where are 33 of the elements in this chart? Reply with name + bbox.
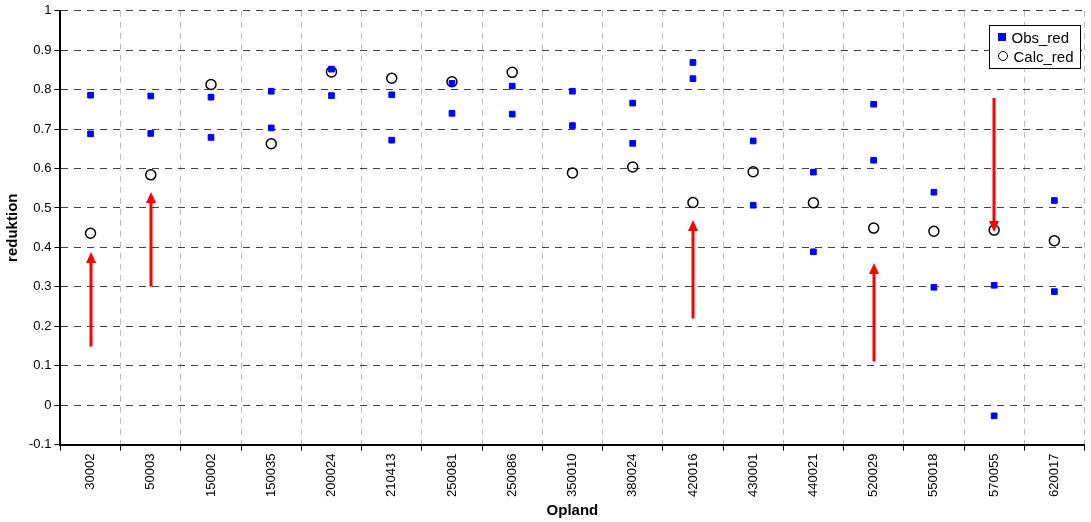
x-tick-label: 520029 <box>865 453 881 498</box>
x-tick-label: 150035 <box>262 453 278 498</box>
x-tick-label: 250081 <box>443 453 459 498</box>
x-tick-label: 570055 <box>985 453 1001 498</box>
y-tick-label: 0.4 <box>33 239 52 255</box>
x-tick-label: 550018 <box>925 453 941 498</box>
y-tick-label: 0.8 <box>33 81 52 97</box>
legend-label: Calc_red <box>1013 46 1074 66</box>
x-tick-label: 30002 <box>82 453 98 490</box>
x-tick-label: 150002 <box>202 453 218 498</box>
y-tick-label: 1 <box>44 2 52 18</box>
y-axis-title: reduktion <box>3 193 21 262</box>
y-tick-label: 0.2 <box>33 317 52 333</box>
x-tick-label: 620017 <box>1045 453 1061 498</box>
x-tick-label: 420016 <box>684 453 700 498</box>
y-tick-label: 0.5 <box>33 199 52 215</box>
x-tick-label: 210413 <box>383 453 399 498</box>
x-tick-label: 250086 <box>503 453 519 498</box>
y-tick-label: 0.7 <box>33 120 52 136</box>
y-tick-label: -0.1 <box>28 436 52 452</box>
x-tick-label: 350010 <box>564 453 580 498</box>
x-tick-label: 430001 <box>744 453 760 498</box>
x-tick-label: 50003 <box>142 453 158 490</box>
x-tick-label: 380024 <box>624 453 640 498</box>
y-tick-label: 0 <box>44 396 52 412</box>
y-tick-label: 0.1 <box>33 357 52 373</box>
x-tick-label: 200024 <box>323 453 339 498</box>
legend-label: Obs_red <box>1011 27 1070 47</box>
y-tick-label: 0.3 <box>33 278 52 294</box>
x-tick-label: 440021 <box>804 453 820 498</box>
y-tick-label: 0.6 <box>33 160 52 176</box>
y-tick-label: 0.9 <box>33 41 52 57</box>
x-axis-title: Opland <box>546 501 599 519</box>
